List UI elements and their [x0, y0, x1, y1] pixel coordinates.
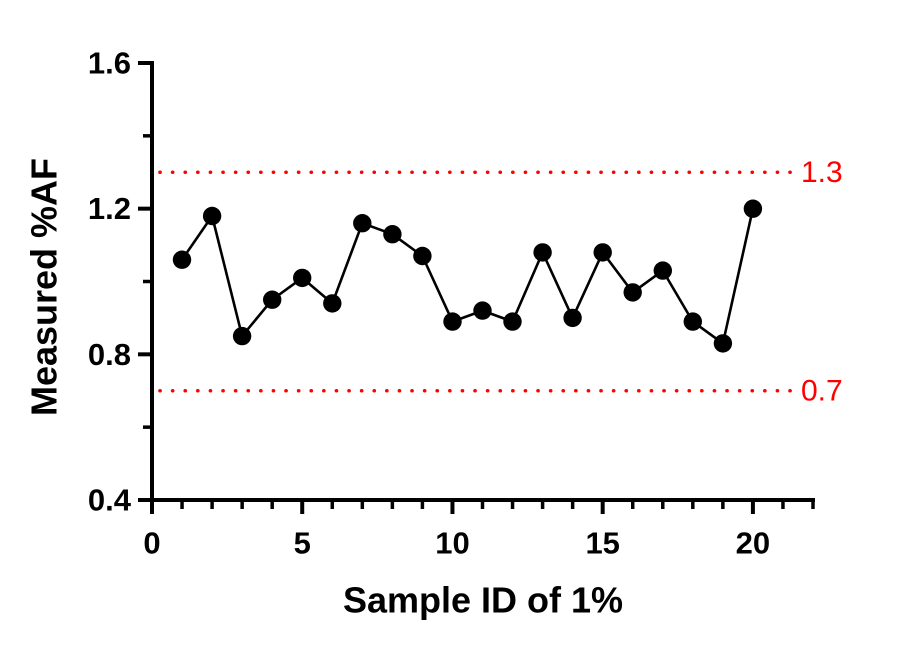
data-point	[443, 312, 462, 331]
data-point	[263, 290, 282, 309]
data-point	[503, 312, 522, 331]
y-axis-title: Measured %AF	[24, 158, 65, 416]
x-tick-label: 15	[585, 526, 619, 561]
x-tick-label: 0	[143, 526, 160, 561]
data-point	[533, 243, 552, 262]
x-tick-label: 20	[736, 526, 770, 561]
x-axis-title: Sample ID of 1%	[343, 580, 623, 621]
x-axis: 0 5 10 15 20	[143, 498, 815, 561]
data-point	[473, 301, 492, 320]
data-point	[743, 199, 763, 218]
reference-line-label: 1.3	[801, 156, 843, 189]
x-tick-label: 10	[435, 526, 469, 561]
data-point	[713, 334, 733, 353]
x-tick-label: 5	[294, 526, 311, 561]
data-point	[202, 206, 222, 226]
data-point	[172, 250, 192, 269]
y-tick-label: 1.6	[88, 46, 131, 81]
data-point	[323, 294, 342, 313]
data-point	[413, 246, 432, 266]
reference-line-label: 0.7	[801, 374, 843, 407]
data-series	[172, 199, 763, 353]
data-point	[353, 214, 372, 233]
data-point	[623, 283, 642, 302]
data-point	[293, 268, 312, 288]
y-tick-label: 1.2	[88, 191, 131, 226]
y-tick-label: 0.8	[88, 337, 131, 372]
y-tick-label: 0.4	[88, 483, 132, 518]
data-point	[653, 261, 672, 280]
y-axis: 0.4 0.8 1.2 1.6	[88, 46, 154, 518]
data-point	[383, 225, 402, 244]
data-point	[232, 326, 252, 346]
reference-lines: 1.3 0.7	[158, 156, 843, 407]
data-point	[593, 243, 612, 262]
data-point	[683, 312, 702, 331]
data-point	[563, 308, 582, 328]
